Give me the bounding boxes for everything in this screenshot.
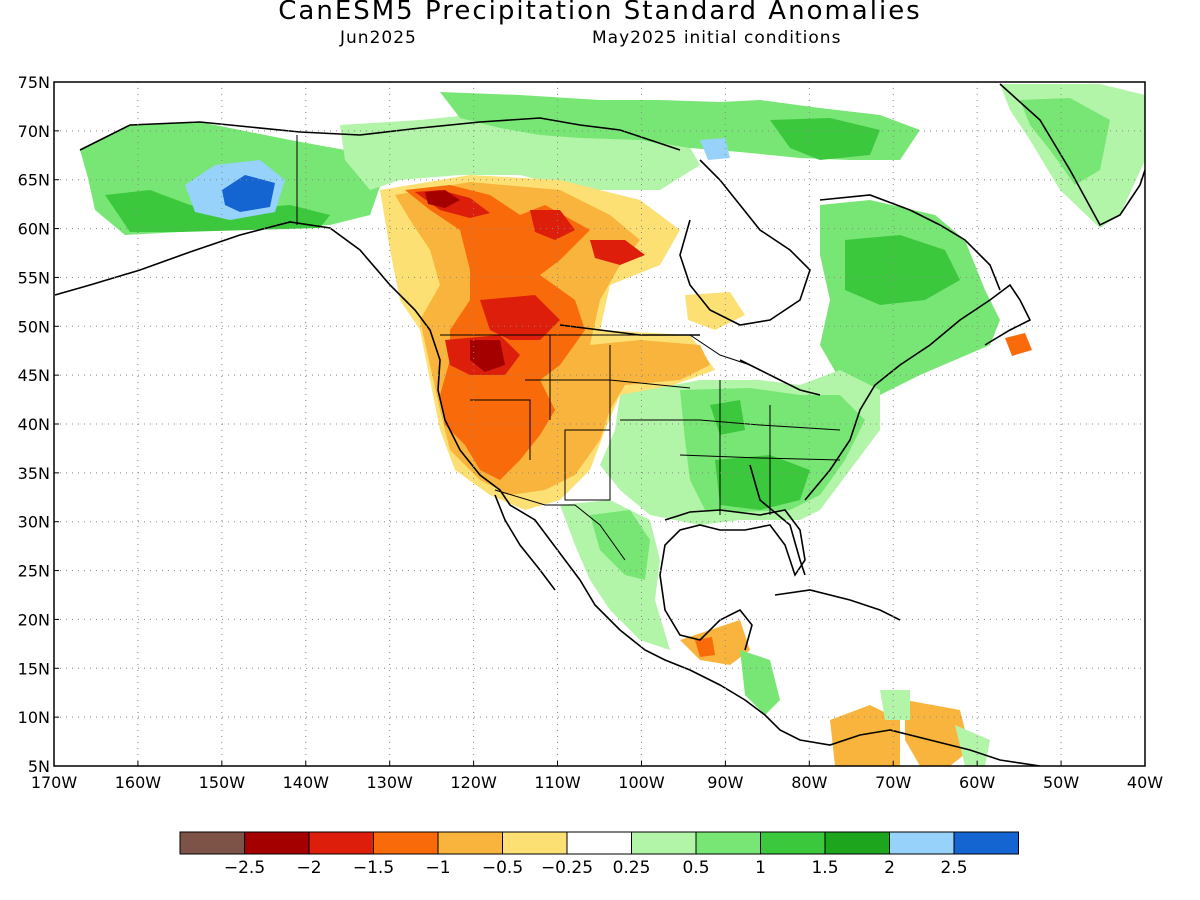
colorbar-swatch	[244, 831, 310, 855]
western-dry-very-strong	[415, 190, 645, 375]
lon-label: 100W	[618, 773, 665, 792]
lat-label: 35N	[18, 464, 50, 483]
southeast-us-strong-wet	[710, 400, 810, 510]
lon-label: 130W	[367, 773, 414, 792]
colorbar-swatch	[760, 831, 826, 855]
alaska-blue-region	[222, 175, 275, 212]
lat-label: 30N	[18, 513, 50, 532]
colorbar-label: 1	[755, 858, 766, 878]
quebec-strong-wet	[845, 235, 960, 305]
venezuela-dry	[905, 700, 970, 766]
baffin-blue	[700, 138, 730, 160]
greenland-strong-wet	[1020, 98, 1110, 185]
map-title: CanESM5 Precipitation Standard Anomalies	[278, 0, 922, 26]
lat-lon-grid	[53, 81, 1146, 767]
lon-label: 60W	[959, 773, 995, 792]
longitude-labels: 170W 160W 150W 140W 130W 120W 110W 100W 90W 80W 70…	[31, 773, 1163, 792]
colorbar-swatch	[695, 831, 761, 855]
lat-label: 70N	[18, 122, 50, 141]
lon-label: 40W	[1127, 773, 1163, 792]
colorbar-label: −0.25	[541, 858, 593, 878]
labrador-dry	[685, 292, 745, 330]
arctic-strong-wet	[770, 118, 880, 160]
colorbar-swatch	[373, 831, 439, 855]
colorbar-label: −2	[296, 858, 321, 878]
lat-label: 10N	[18, 708, 50, 727]
colorbar-label: 0.25	[613, 858, 651, 878]
central-america-wet	[740, 650, 780, 715]
lon-label: 110W	[534, 773, 581, 792]
colorbar-label: −2.5	[224, 858, 265, 878]
venezuela-wet	[880, 690, 990, 766]
colorbar-label: −1	[425, 858, 450, 878]
colorbar-swatch	[566, 831, 632, 855]
latitude-labels: 75N 70N 65N 60N 55N 50N 45N 40N 35N 30N 25N 20N 15N 1…	[18, 73, 50, 776]
lon-label: 140W	[283, 773, 330, 792]
colorbar: −2.5 −2 −1.5 −1 −0.5 −0.25 0.25 0.5 1 1.5 2 2.5	[179, 831, 1019, 878]
lat-label: 55N	[18, 268, 50, 287]
colorbar-label: 2	[884, 858, 895, 878]
anomaly-field	[80, 84, 1145, 766]
lon-label: 160W	[115, 773, 162, 792]
colorbar-label: 2.5	[940, 858, 967, 878]
lon-label: 90W	[707, 773, 743, 792]
colorbar-swatch	[179, 831, 245, 855]
colorbar-swatch	[953, 831, 1019, 855]
lat-label: 40N	[18, 415, 50, 434]
central-america-strong-dry	[695, 637, 715, 657]
pnw-extreme-dry	[425, 190, 505, 372]
colorbar-swatch	[502, 831, 568, 855]
lon-label: 150W	[199, 773, 246, 792]
central-america-dry	[680, 620, 750, 665]
forecast-month: Jun2025	[340, 28, 417, 48]
colorbar-label: −1.5	[353, 858, 394, 878]
map-frame	[53, 81, 1146, 767]
lat-label: 25N	[18, 562, 50, 581]
colorbar-swatch	[889, 831, 955, 855]
colorbar-swatch	[631, 831, 697, 855]
colorbar-label: 0.5	[682, 858, 709, 878]
newfoundland-dry	[1005, 333, 1032, 356]
colombia-dry	[830, 705, 900, 766]
lat-label: 20N	[18, 610, 50, 629]
lat-label: 45N	[18, 366, 50, 385]
lat-label: 5N	[28, 757, 50, 776]
mexico-strong-wet	[590, 510, 650, 580]
initial-conditions: May2025 initial conditions	[592, 28, 842, 48]
lon-label: 70W	[875, 773, 911, 792]
colorbar-swatch	[824, 831, 890, 855]
political-borders	[296, 135, 841, 561]
colorbar-swatch	[437, 831, 503, 855]
coastline	[54, 83, 1145, 766]
lon-label: 80W	[791, 773, 827, 792]
lon-label: 120W	[450, 773, 497, 792]
colorbar-label: −0.5	[482, 858, 523, 878]
lon-label: 50W	[1043, 773, 1079, 792]
colorbar-label: 1.5	[811, 858, 838, 878]
colorbar-swatch	[308, 831, 374, 855]
lat-label: 65N	[18, 171, 50, 190]
lon-label: 170W	[31, 773, 78, 792]
lat-label: 15N	[18, 659, 50, 678]
lat-label: 50N	[18, 317, 50, 336]
lat-label: 75N	[18, 73, 50, 92]
lat-label: 60N	[18, 220, 50, 239]
